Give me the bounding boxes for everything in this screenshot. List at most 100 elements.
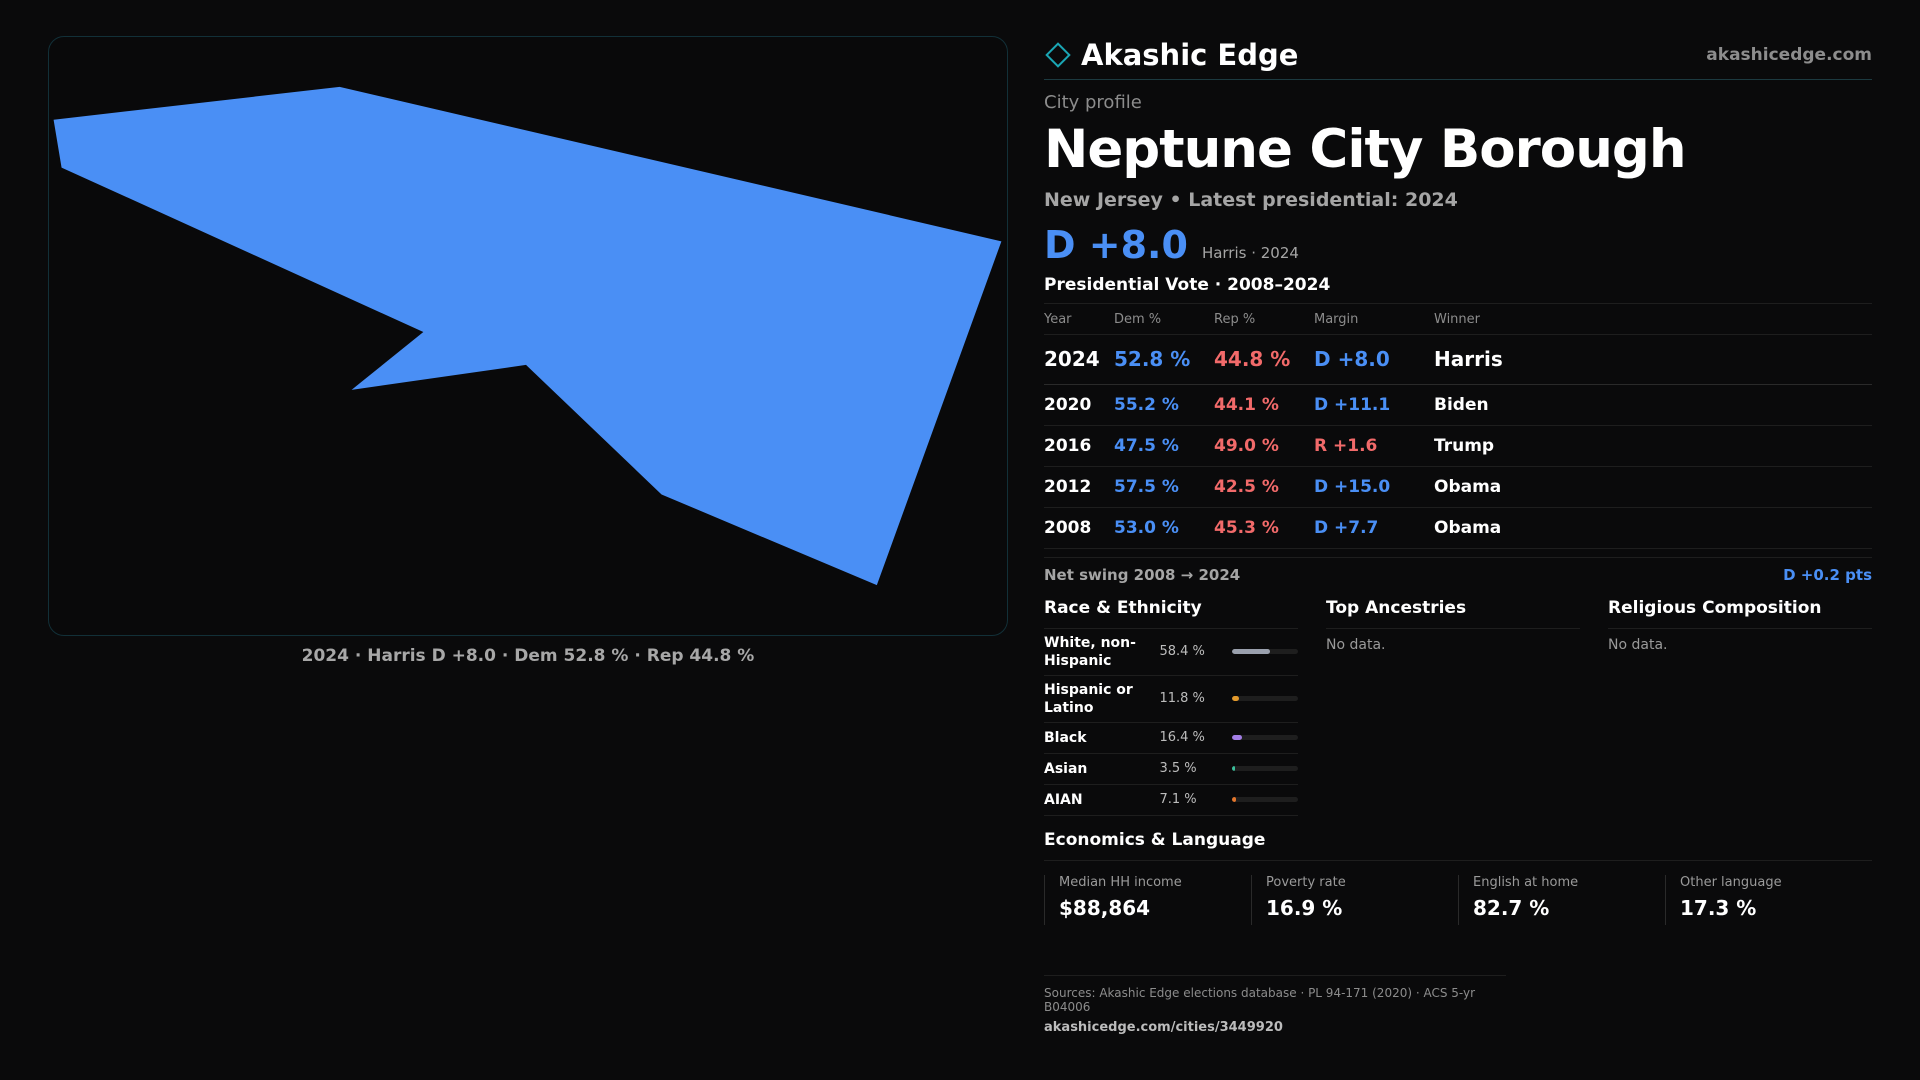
brand-name: Akashic Edge (1081, 37, 1299, 72)
economics-title: Economics & Language (1044, 830, 1872, 861)
vote-row-4: 2008 53.0 % 45.3 % D +7.7 Obama (1044, 507, 1872, 549)
race-value: 11.8 % (1159, 691, 1205, 707)
race-row: Asian 3.5 % (1044, 754, 1298, 785)
vote-rep: 45.3 % (1214, 507, 1314, 549)
race-label: White, non-Hispanic (1044, 634, 1136, 669)
vote-row-2: 2016 47.5 % 49.0 % R +1.6 Trump (1044, 425, 1872, 467)
econ-stat-label: English at home (1473, 874, 1579, 890)
race-label: Asian (1044, 760, 1088, 777)
race-bar (1231, 735, 1298, 741)
vote-row-1: 2020 55.2 % 44.1 % D +11.1 Biden (1044, 384, 1872, 426)
col-rep: Rep % (1214, 304, 1314, 335)
econ-stat-label: Other language (1680, 874, 1782, 890)
brand-header: Akashic Edge akashicedge.com (1044, 30, 1872, 80)
vote-margin: R +1.6 (1314, 425, 1434, 467)
brand-url-link[interactable]: akashicedge.com (1706, 44, 1872, 65)
econ-stat-label: Median HH income (1059, 874, 1182, 890)
headline-margin: D +8.0 Harris · 2024 (1044, 223, 1872, 267)
net-swing-value: D +0.2 pts (1783, 565, 1872, 584)
diamond-logo-icon (1045, 41, 1071, 68)
vote-winner: Obama (1434, 507, 1872, 549)
footer: Sources: Akashic Edge elections database… (1044, 974, 1506, 1035)
headline-margin-value: D +8.0 (1044, 223, 1188, 268)
race-row: Hispanic or Latino 11.8 % (1044, 676, 1298, 723)
page-title: Neptune City Borough (1044, 119, 1687, 180)
econ-stat-value: 82.7 % (1473, 895, 1550, 920)
econ-stat-label: Poverty rate (1266, 874, 1346, 890)
econ-stat: English at home 82.7 % (1458, 874, 1665, 925)
vote-row-3: 2012 57.5 % 42.5 % D +15.0 Obama (1044, 466, 1872, 508)
race-list: White, non-Hispanic 58.4 % Hispanic or Lat… (1044, 629, 1298, 816)
econ-stat: Other language 17.3 % (1665, 874, 1872, 925)
religion-section: Religious Composition No data. (1608, 598, 1872, 816)
religion-title: Religious Composition (1608, 598, 1872, 629)
col-dem: Dem % (1114, 304, 1214, 335)
ancestries-title: Top Ancestries (1326, 598, 1580, 629)
vote-dem: 53.0 % (1114, 507, 1214, 549)
vote-dem: 55.2 % (1114, 384, 1214, 426)
race-row: White, non-Hispanic 58.4 % (1044, 629, 1298, 676)
race-bar-fill (1231, 766, 1235, 772)
vote-year: 2024 (1044, 334, 1114, 385)
sources-note: Sources: Akashic Edge elections database… (1044, 985, 1476, 1014)
net-swing: Net swing 2008 → 2024 D +0.2 pts (1044, 556, 1872, 584)
col-margin: Margin (1314, 304, 1434, 335)
race-value: 16.4 % (1159, 730, 1205, 746)
econ-stat-value: 16.9 % (1266, 895, 1343, 920)
vote-margin: D +15.0 (1314, 466, 1434, 508)
econ-stat-value: 17.3 % (1680, 895, 1757, 920)
race-label: AIAN (1044, 791, 1083, 808)
vote-winner: Trump (1434, 425, 1872, 467)
race-bar-fill (1231, 649, 1271, 655)
vote-section-title: Presidential Vote · 2008–2024 (1044, 275, 1872, 305)
city-boundary-shape[interactable] (53, 86, 1002, 586)
vote-dem: 47.5 % (1114, 425, 1214, 467)
race-bar-fill (1231, 735, 1243, 741)
vote-winner: Biden (1434, 384, 1872, 426)
city-boundary-map[interactable] (49, 37, 1007, 635)
vote-year: 2016 (1044, 425, 1114, 467)
econ-stat-value: $88,864 (1059, 895, 1151, 920)
map-panel[interactable] (48, 36, 1008, 636)
race-title: Race & Ethnicity (1044, 598, 1298, 629)
race-row: Black 16.4 % (1044, 723, 1298, 754)
vote-dem: 57.5 % (1114, 466, 1214, 508)
vote-margin: D +11.1 (1314, 384, 1434, 426)
vote-winner: Harris (1434, 334, 1872, 385)
race-value: 58.4 % (1159, 644, 1205, 660)
col-winner: Winner (1434, 304, 1872, 335)
economics-stats: Median HH income $88,864 Poverty rate 16.9 … (1044, 874, 1872, 925)
vote-rep: 42.5 % (1214, 466, 1314, 508)
ancestries-section: Top Ancestries No data. (1326, 598, 1580, 816)
vote-year: 2008 (1044, 507, 1114, 549)
race-bar (1231, 797, 1298, 803)
net-swing-label: Net swing 2008 → 2024 (1044, 565, 1241, 584)
brand[interactable]: Akashic Edge (1044, 38, 1298, 72)
race-label: Black (1044, 729, 1087, 746)
vote-rep: 44.1 % (1214, 384, 1314, 426)
map-caption: 2024 · Harris D +8.0 · Dem 52.8 % · Rep … (301, 646, 755, 666)
headline-margin-note: Harris · 2024 (1201, 244, 1299, 263)
race-bar-fill (1231, 696, 1240, 702)
vote-year: 2020 (1044, 384, 1114, 426)
vote-rep: 49.0 % (1214, 425, 1314, 467)
race-bar-fill (1231, 797, 1237, 803)
page-eyebrow: City profile (1044, 92, 1142, 113)
race-bar (1231, 649, 1298, 655)
page-subtitle: New Jersey • Latest presidential: 2024 (1044, 189, 1458, 212)
demographics-columns: Race & Ethnicity White, non-Hispanic 58.4… (1044, 598, 1872, 816)
vote-dem: 52.8 % (1114, 334, 1214, 385)
religion-empty: No data. (1608, 636, 1668, 653)
page-link[interactable]: akashicedge.com/cities/3449920 (1044, 1019, 1283, 1035)
race-label: Hispanic or Latino (1044, 681, 1133, 716)
vote-winner: Obama (1434, 466, 1872, 508)
vote-table-header: Year Dem % Rep % Margin Winner (1044, 304, 1872, 335)
race-row: AIAN 7.1 % (1044, 785, 1298, 816)
profile-panel: Akashic Edge akashicedge.com City profil… (1044, 30, 1872, 1035)
econ-stat: Median HH income $88,864 (1044, 874, 1251, 925)
vote-margin: D +8.0 (1314, 334, 1434, 385)
vote-margin: D +7.7 (1314, 507, 1434, 549)
col-year: Year (1044, 304, 1114, 335)
econ-stat: Poverty rate 16.9 % (1251, 874, 1458, 925)
ancestries-empty: No data. (1326, 636, 1386, 653)
